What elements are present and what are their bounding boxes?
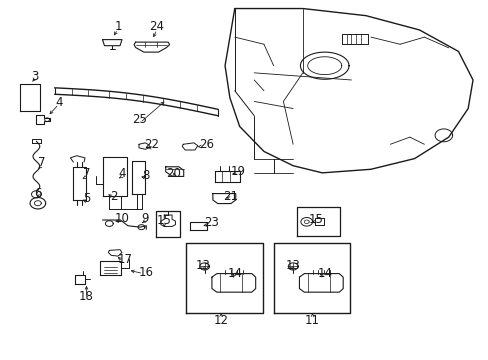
Text: 4: 4 <box>118 167 125 180</box>
Text: 15: 15 <box>308 213 323 226</box>
Text: 13: 13 <box>285 258 300 271</box>
Text: 20: 20 <box>166 167 181 180</box>
Text: 2: 2 <box>110 190 118 203</box>
Text: 13: 13 <box>195 258 210 271</box>
Text: 1: 1 <box>114 20 122 33</box>
Text: 21: 21 <box>223 190 238 203</box>
Text: 22: 22 <box>144 139 159 152</box>
Text: 19: 19 <box>231 165 245 177</box>
Text: 17: 17 <box>118 253 133 266</box>
Text: 16: 16 <box>139 266 153 279</box>
Text: 7: 7 <box>38 156 45 169</box>
Text: 6: 6 <box>34 187 41 200</box>
Text: 10: 10 <box>114 212 129 225</box>
Text: 4: 4 <box>55 96 62 109</box>
Text: 7: 7 <box>82 167 90 180</box>
Text: 11: 11 <box>305 314 320 327</box>
Text: 25: 25 <box>132 113 147 126</box>
Text: 18: 18 <box>79 289 94 303</box>
Text: 26: 26 <box>199 138 214 151</box>
Text: 9: 9 <box>141 212 148 225</box>
Text: 8: 8 <box>142 169 150 182</box>
Text: 14: 14 <box>317 267 331 280</box>
Text: 15: 15 <box>157 213 171 226</box>
Text: 5: 5 <box>82 192 90 205</box>
Text: 24: 24 <box>149 20 164 33</box>
Text: 3: 3 <box>31 70 38 83</box>
Text: 14: 14 <box>227 267 242 280</box>
Text: 12: 12 <box>213 314 228 327</box>
Text: 23: 23 <box>203 216 219 229</box>
